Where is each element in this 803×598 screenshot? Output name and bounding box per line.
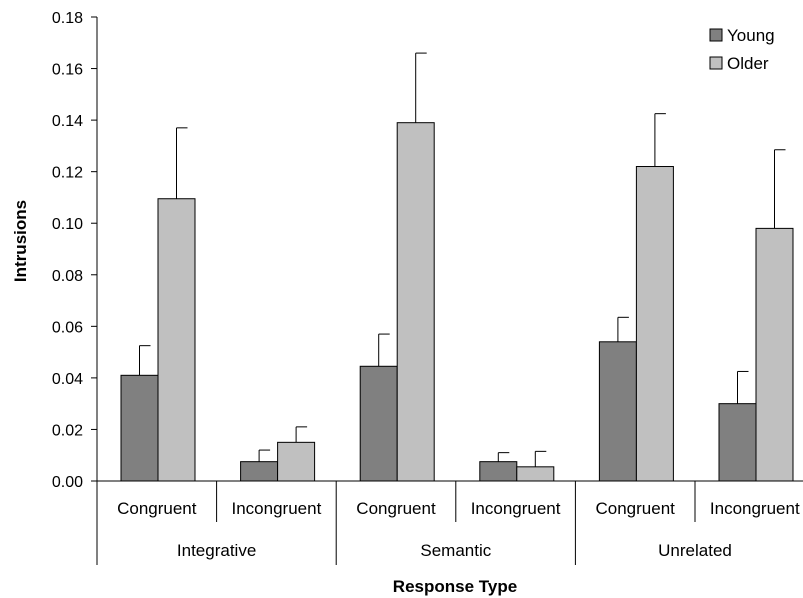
bar-young-5 bbox=[718, 403, 757, 482]
x-group-label: Integrative bbox=[177, 541, 256, 560]
bar-young-4 bbox=[598, 341, 637, 482]
bar-young-1 bbox=[240, 461, 279, 482]
x-category-label: Congruent bbox=[117, 499, 197, 518]
y-tick-label: 0.00 bbox=[52, 474, 83, 491]
y-tick-label: 0.12 bbox=[52, 165, 83, 182]
x-category-label: Congruent bbox=[356, 499, 436, 518]
x-category-label: Incongruent bbox=[471, 499, 561, 518]
y-axis-title: Intrusions bbox=[11, 200, 30, 282]
x-axis-title: Response Type bbox=[393, 577, 517, 596]
legend-swatch-young bbox=[709, 28, 723, 42]
x-group-label: Semantic bbox=[420, 541, 491, 560]
x-axis: Congruent Incongruent Congruent Incongruent… bbox=[96, 480, 803, 565]
x-group-label: Unrelated bbox=[658, 541, 732, 560]
y-tick-label: 0.14 bbox=[52, 113, 83, 130]
bar-young-3 bbox=[479, 461, 518, 482]
x-category-label: Congruent bbox=[596, 499, 676, 518]
bar-older-0 bbox=[157, 198, 196, 482]
y-tick-label: 0.18 bbox=[52, 10, 83, 27]
y-tick-label: 0.04 bbox=[52, 371, 83, 388]
y-tick-label: 0.10 bbox=[52, 216, 83, 233]
bar-older-3 bbox=[516, 466, 555, 482]
legend-swatch-older bbox=[709, 56, 723, 70]
y-tick-label: 0.16 bbox=[52, 62, 83, 79]
bar-older-4 bbox=[635, 166, 674, 482]
y-tick-label: 0.06 bbox=[52, 319, 83, 336]
bar-older-2 bbox=[396, 122, 435, 482]
y-tick-label: 0.08 bbox=[52, 268, 83, 285]
bar-young-0 bbox=[120, 374, 159, 482]
bar-older-5 bbox=[755, 227, 794, 482]
legend-label-young: Young bbox=[727, 26, 775, 45]
y-tick-label: 0.02 bbox=[52, 422, 83, 439]
legend: Young Older bbox=[709, 26, 775, 73]
bars bbox=[120, 52, 794, 482]
legend-label-older: Older bbox=[727, 54, 769, 73]
x-category-label: Incongruent bbox=[710, 499, 800, 518]
bar-young-2 bbox=[359, 365, 398, 482]
x-category-label: Incongruent bbox=[232, 499, 322, 518]
y-axis: 0.00 0.02 0.04 0.06 0.08 0.10 0.12 0.14 0.16 0.18 bbox=[52, 10, 98, 491]
bar-older-1 bbox=[277, 441, 316, 482]
